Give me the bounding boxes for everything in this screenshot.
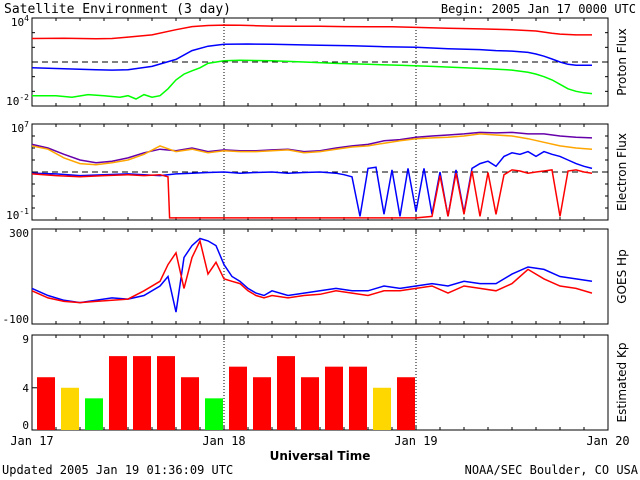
series-purple — [31, 131, 593, 164]
series-green — [32, 59, 593, 100]
x-axis-label: Universal Time — [270, 449, 371, 463]
kp-bar — [397, 377, 415, 430]
kp-bar — [157, 356, 175, 430]
kp-bar — [133, 356, 151, 430]
series-orange — [31, 133, 593, 166]
y-tick-label: -100 — [3, 313, 30, 326]
y-tick-label: 9 — [22, 333, 29, 346]
series-red — [31, 24, 592, 40]
updated-time: Updated 2005 Jan 19 01:36:09 UTC — [2, 463, 233, 477]
y-axis-label: Electron Flux — [615, 133, 629, 211]
panel-hp: 300 -100 GOES Hp — [3, 227, 630, 326]
kp-bar — [301, 377, 319, 430]
kp-bar — [373, 387, 391, 430]
y-tick-label: 10-2 — [6, 93, 29, 108]
kp-bar — [229, 366, 247, 430]
panel-electron: 107 10-1 Electron Flux — [6, 120, 629, 222]
begin-time: Begin: 2005 Jan 17 0000 UTC — [441, 2, 636, 16]
panels: 104 10-2 Proton Flux 107 10-1 Electron Flux 30… — [3, 14, 630, 432]
x-axis: Jan 17 Jan 18 Jan 19 Jan 20 — [10, 434, 629, 448]
panel-frame — [31, 228, 609, 325]
y-axis-label: Proton Flux — [615, 28, 629, 95]
kp-bar — [205, 398, 223, 430]
series-blue — [31, 43, 592, 71]
chart-title: Satellite Environment (3 day) — [4, 2, 231, 17]
series-red — [31, 238, 593, 304]
kp-bar — [37, 377, 55, 430]
kp-bar — [61, 387, 79, 430]
y-axis-label: Estimated Kp — [615, 343, 629, 423]
y-tick-label: 0 — [22, 419, 29, 432]
x-tick-label: Jan 20 — [586, 434, 629, 448]
x-tick-label: Jan 19 — [394, 434, 437, 448]
y-tick-label: 104 — [11, 14, 29, 29]
series-blue — [31, 237, 593, 313]
kp-bar — [349, 366, 367, 430]
panel-proton: 104 10-2 Proton Flux — [6, 14, 629, 108]
credit: NOAA/SEC Boulder, CO USA — [465, 463, 639, 477]
y-axis-label: GOES Hp — [615, 249, 629, 303]
kp-bar — [277, 356, 295, 430]
kp-bar — [181, 377, 199, 430]
y-tick-label: 4 — [22, 382, 29, 395]
y-tick-label: 107 — [11, 120, 29, 135]
series-red — [31, 169, 593, 219]
x-tick-label: Jan 18 — [202, 434, 245, 448]
kp-bar — [253, 377, 271, 430]
kp-bar — [325, 366, 343, 430]
kp-bar — [109, 356, 127, 430]
panel-kp: 9 4 0 Estimated Kp — [22, 333, 629, 432]
kp-bar — [85, 398, 103, 430]
y-tick-label: 10-1 — [6, 207, 29, 222]
x-tick-label: Jan 17 — [10, 434, 53, 448]
series-blue — [31, 150, 593, 217]
y-tick-label: 300 — [9, 227, 29, 240]
